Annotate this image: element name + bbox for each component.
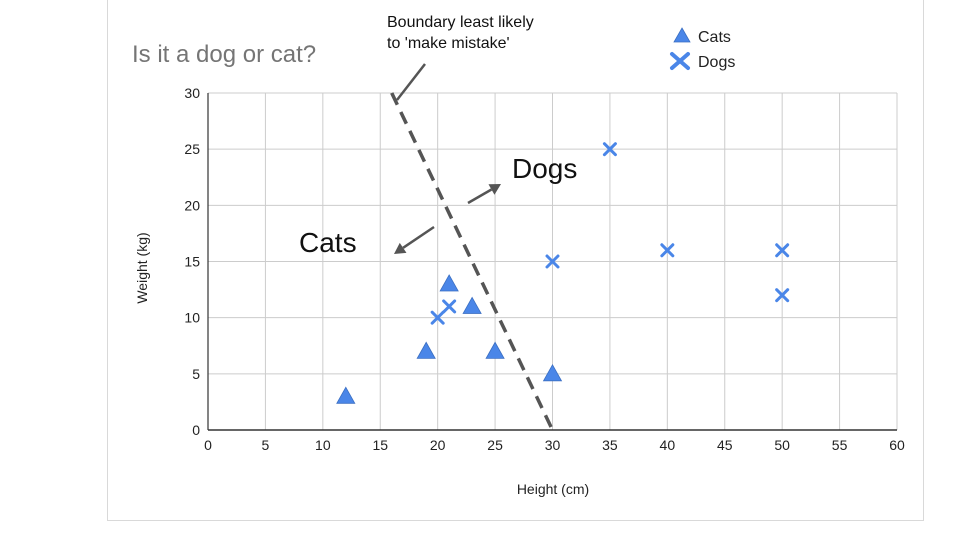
dog-point bbox=[430, 310, 445, 325]
x-tick-label: 5 bbox=[262, 437, 270, 453]
x-tick-label: 30 bbox=[545, 437, 561, 453]
dog-point bbox=[775, 243, 790, 258]
x-axis-title: Height (cm) bbox=[517, 481, 589, 497]
x-tick-label: 45 bbox=[717, 437, 733, 453]
dog-point bbox=[602, 142, 617, 157]
x-tick-label: 50 bbox=[774, 437, 790, 453]
cat-point bbox=[336, 386, 356, 404]
dog-point bbox=[442, 299, 457, 314]
x-tick-label: 15 bbox=[372, 437, 388, 453]
x-tick-label: 0 bbox=[204, 437, 212, 453]
cat-point bbox=[485, 341, 505, 359]
y-tick-label: 5 bbox=[192, 366, 200, 382]
dog-point bbox=[660, 243, 675, 258]
cat-point bbox=[439, 274, 459, 292]
y-axis-title: Weight (kg) bbox=[134, 232, 150, 303]
boundary-note-line-1: Boundary least likely bbox=[387, 14, 534, 31]
legend-cats-marker bbox=[673, 27, 691, 43]
cats-arrow bbox=[394, 225, 435, 254]
cat-point bbox=[416, 341, 436, 359]
dogs-region-label: Dogs bbox=[512, 153, 577, 184]
boundary-note-line-2: to 'make mistake' bbox=[387, 35, 510, 52]
legend-dogs-label: Dogs bbox=[698, 54, 735, 71]
x-tick-label: 25 bbox=[487, 437, 503, 453]
legend: Cats Dogs bbox=[670, 27, 735, 71]
x-tick-label: 55 bbox=[832, 437, 848, 453]
dogs-arrow bbox=[467, 184, 501, 205]
legend-dogs-marker bbox=[670, 52, 690, 70]
x-tick-label: 60 bbox=[889, 437, 905, 453]
frame-right-border bbox=[923, 0, 924, 521]
legend-cats-label: Cats bbox=[698, 29, 731, 46]
boundary-note-pointer bbox=[396, 63, 426, 101]
frame-bottom-border bbox=[107, 520, 924, 521]
x-tick-label: 40 bbox=[660, 437, 676, 453]
y-tick-label: 20 bbox=[184, 197, 200, 213]
y-tick-label: 30 bbox=[184, 85, 200, 101]
y-tick-label: 0 bbox=[192, 422, 200, 438]
frame-left-border bbox=[107, 0, 108, 521]
dog-point bbox=[545, 254, 560, 269]
cat-point bbox=[542, 364, 563, 382]
cat-point bbox=[462, 296, 482, 314]
chart-title: Is it a dog or cat? bbox=[132, 41, 316, 68]
x-tick-label: 35 bbox=[602, 437, 618, 453]
dog-point bbox=[775, 288, 790, 303]
x-tick-label: 10 bbox=[315, 437, 331, 453]
y-tick-label: 25 bbox=[184, 141, 200, 157]
x-tick-label: 20 bbox=[430, 437, 446, 453]
annotations bbox=[390, 63, 555, 431]
y-tick-label: 15 bbox=[184, 254, 200, 270]
axes: 0 5 10 15 20 25 30 35 40 45 50 55 60 0 5 10 15 20 25 30 bbox=[184, 85, 905, 453]
y-tick-label: 10 bbox=[184, 310, 200, 326]
cats-region-label: Cats bbox=[299, 227, 357, 258]
data-points bbox=[336, 142, 790, 404]
